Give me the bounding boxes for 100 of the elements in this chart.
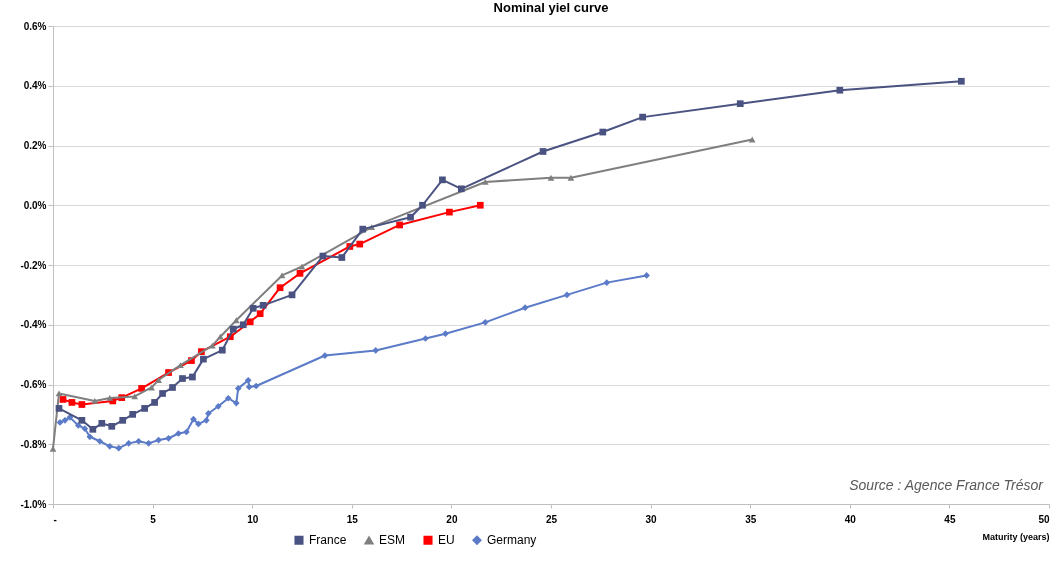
point [239,321,247,329]
point [59,396,67,403]
point [135,437,143,445]
point [108,422,116,430]
point [125,440,133,447]
legend-label: France [309,533,347,548]
point [74,422,82,429]
point [195,420,202,428]
legend-label: ESM [379,533,406,548]
point [179,375,186,382]
point [216,333,224,340]
point [458,185,465,193]
x-tick-label: 45 [944,513,956,525]
point [442,330,449,338]
point [129,411,137,418]
x-tick-label: 25 [545,513,558,525]
point [115,444,123,452]
x-tick-label: 10 [247,513,259,525]
point [547,174,555,181]
chart-title: Nominal yiel curve [493,0,609,15]
annotation: Source : Agence France Trésor [849,477,1045,493]
point [244,376,252,384]
point [296,270,304,277]
point [958,77,965,85]
point [422,335,429,342]
point [49,445,57,452]
point [232,317,240,324]
point [78,401,86,408]
point [141,405,148,412]
point [356,240,364,248]
point [298,263,306,270]
point [567,174,575,181]
point [218,346,226,354]
point [96,437,104,445]
point [169,384,176,391]
point [396,221,403,229]
point [234,385,242,392]
point [177,362,184,368]
y-tick-label: -1.0% [20,498,47,510]
y-tick-label: -0.8% [20,438,47,450]
point [203,417,210,424]
point [481,319,489,326]
point [539,148,547,155]
point [563,291,571,299]
point [209,342,216,349]
point [446,208,453,216]
point [643,272,650,279]
point [439,176,446,184]
point [61,417,69,424]
point [229,325,237,333]
point [476,201,484,209]
point [639,113,646,121]
y-tick-label: 0.0% [23,199,47,211]
point [189,373,196,381]
point [91,398,99,404]
point [407,213,414,221]
point [224,394,232,402]
point [252,382,260,390]
point [98,419,106,427]
legend-label: EU [438,533,455,548]
point [599,128,607,136]
point [603,279,611,286]
point [521,304,529,312]
point [249,304,257,312]
point [359,225,367,233]
point [159,390,166,397]
x-tick-label: 50 [1038,513,1050,525]
point [138,385,145,392]
y-tick-label: 0.4% [23,80,47,92]
point [106,442,114,450]
point [245,383,253,391]
point [55,390,63,397]
point [165,434,172,442]
point [338,254,346,261]
point [81,425,89,433]
point [155,377,162,383]
point [419,201,426,209]
point [86,433,94,441]
point [55,405,63,412]
point [736,100,744,108]
y-tick-label: 0.6% [23,20,47,32]
point [246,318,254,326]
point [256,310,264,318]
point [214,402,222,410]
point [200,355,207,363]
x-tick-label: 35 [745,513,757,525]
point [151,399,158,406]
x-tick-label: 30 [645,513,658,525]
point [106,395,114,401]
point [276,284,284,292]
x-axis-title: Maturity (years) [982,531,1050,542]
point [190,415,197,423]
point [78,417,86,424]
x-tick-label: 20 [446,513,458,525]
x-tick-label: 40 [844,513,857,525]
x-tick-label: 15 [346,513,359,525]
point [68,399,76,406]
point [232,399,240,407]
point [119,417,127,424]
y-tick-label: -0.6% [20,379,47,390]
